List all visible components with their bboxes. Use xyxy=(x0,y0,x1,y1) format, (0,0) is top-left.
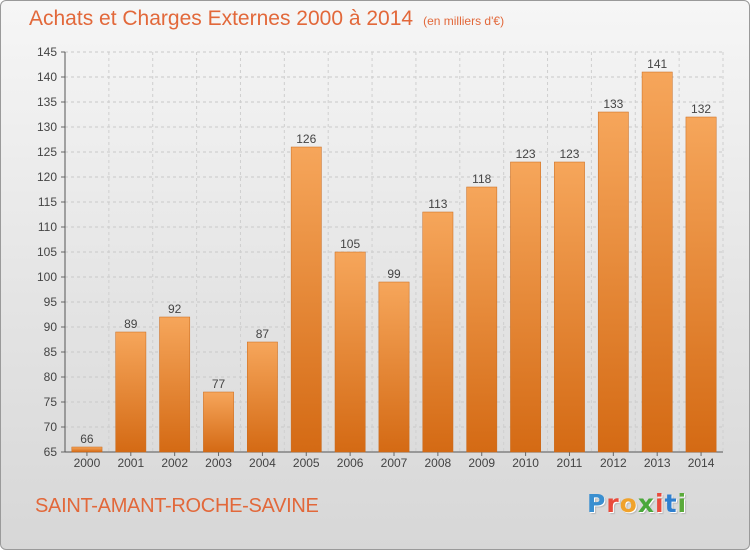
x-tick-label: 2003 xyxy=(205,456,232,470)
y-tick-label: 115 xyxy=(38,195,57,209)
value-label-2003: 77 xyxy=(212,377,226,391)
logo-letter: t xyxy=(664,489,678,518)
proxiti-logo: Proxiti xyxy=(587,489,687,518)
value-label-2007: 99 xyxy=(387,267,401,281)
unit-note: (en milliers d'€) xyxy=(423,14,505,28)
bar-2006 xyxy=(334,251,366,453)
title-row: Achats et Charges Externes 2000 à 2014 (e… xyxy=(29,7,504,31)
y-tick-label: 105 xyxy=(37,245,57,259)
value-label-2011: 123 xyxy=(559,147,579,161)
bar-2002 xyxy=(159,316,191,453)
bar-2013 xyxy=(641,71,673,453)
value-label-2005: 126 xyxy=(296,132,316,146)
bar-2009 xyxy=(466,186,498,453)
y-tick-labels: 65 70 75 80 85 90 95 100 105 110 115 120 125 130 135 14… xyxy=(37,45,57,459)
logo-letter: r xyxy=(606,489,620,518)
x-tick-label: 2009 xyxy=(468,456,495,470)
x-tick-label: 2011 xyxy=(557,456,583,470)
y-tick-label: 125 xyxy=(37,145,57,159)
bar-2007 xyxy=(378,281,410,453)
value-label-2002: 92 xyxy=(168,302,182,316)
x-tick-label: 2012 xyxy=(600,456,627,470)
value-label-2012: 133 xyxy=(603,97,623,111)
x-tick-label: 2000 xyxy=(74,456,101,470)
x-tick-label: 2001 xyxy=(117,456,144,470)
bar-2004 xyxy=(247,341,278,453)
y-tick-label: 75 xyxy=(44,395,58,409)
value-label-2004: 87 xyxy=(256,327,270,341)
bar-2005 xyxy=(290,146,322,453)
y-tick-label: 130 xyxy=(37,120,57,134)
value-label-2013: 141 xyxy=(647,57,667,71)
bar-2012 xyxy=(597,111,629,453)
value-labels: 66 89 92 77 87 126 105 99 113 118 123 123 133 141 132 xyxy=(80,57,711,446)
bars xyxy=(71,71,717,453)
logo-letter: o xyxy=(619,489,638,518)
bar-2000 xyxy=(71,446,103,453)
x-tick-label: 2006 xyxy=(337,456,364,470)
y-tick-label: 120 xyxy=(37,170,57,184)
value-label-2008: 113 xyxy=(428,197,447,211)
y-tick-label: 80 xyxy=(44,370,58,384)
bar-2003 xyxy=(203,391,234,453)
bar-2010 xyxy=(510,161,541,453)
x-tick-label: 2004 xyxy=(249,456,276,470)
y-tick-label: 140 xyxy=(37,70,57,84)
value-label-2009: 118 xyxy=(472,172,491,186)
chart-title: Achats et Charges Externes 2000 à 2014 xyxy=(29,7,414,30)
y-tick-label: 145 xyxy=(37,45,57,59)
x-tick-label: 2010 xyxy=(512,456,539,470)
x-tick-label: 2008 xyxy=(425,456,452,470)
bar-2008 xyxy=(422,211,454,453)
value-label-2001: 89 xyxy=(124,317,138,331)
y-tick-label: 95 xyxy=(44,295,58,309)
x-tick-label: 2005 xyxy=(293,456,320,470)
y-tick-label: 100 xyxy=(37,270,57,284)
logo-letter: x xyxy=(637,489,655,518)
y-tick-label: 65 xyxy=(44,445,58,459)
logo-letter: P xyxy=(587,489,607,518)
logo-letter: i xyxy=(677,489,688,518)
y-tick-label: 135 xyxy=(37,95,57,109)
value-label-2006: 105 xyxy=(340,237,360,251)
bar-2011 xyxy=(554,161,585,453)
logo-letter: i xyxy=(655,489,665,518)
bar-2014 xyxy=(685,116,717,453)
value-label-2014: 132 xyxy=(691,102,711,116)
x-tick-label: 2013 xyxy=(644,456,671,470)
y-tick-label: 70 xyxy=(44,420,58,434)
x-tick-label: 2014 xyxy=(688,456,715,470)
value-label-2000: 66 xyxy=(80,432,94,446)
x-tick-label: 2007 xyxy=(381,456,408,470)
x-tick-labels: 2000 2001 2002 2003 2004 2005 2006 2007 2008 2009… xyxy=(74,456,715,470)
y-tick-label: 85 xyxy=(44,345,58,359)
value-label-2010: 123 xyxy=(516,147,536,161)
x-tick-label: 2002 xyxy=(161,456,188,470)
y-tick-label: 90 xyxy=(44,320,58,334)
y-tick-label: 110 xyxy=(38,220,57,234)
bar-2001 xyxy=(115,331,147,453)
commune-name: SAINT-AMANT-ROCHE-SAVINE xyxy=(35,495,319,517)
